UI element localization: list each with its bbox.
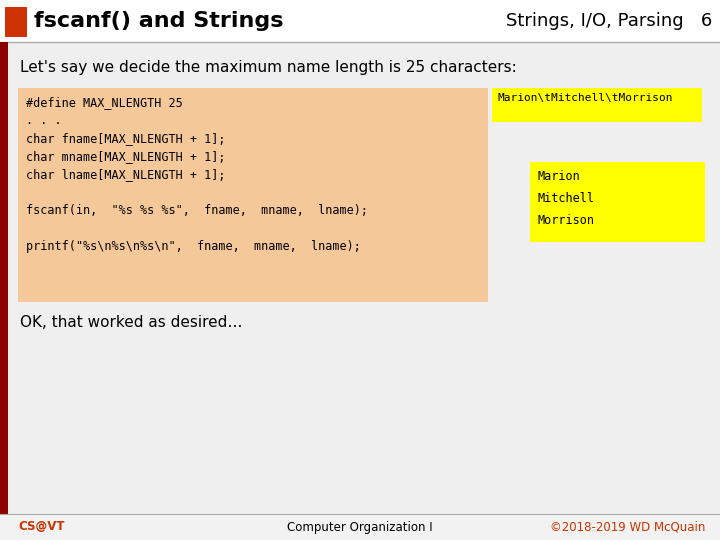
FancyBboxPatch shape: [18, 88, 488, 302]
Text: CS@VT: CS@VT: [18, 521, 65, 534]
Text: fscanf(in,  "%s %s %s",  fname,  mname,  lname);: fscanf(in, "%s %s %s", fname, mname, lna…: [26, 204, 368, 217]
FancyBboxPatch shape: [0, 0, 720, 42]
Text: Marion: Marion: [538, 170, 581, 183]
Text: Let's say we decide the maximum name length is 25 characters:: Let's say we decide the maximum name len…: [20, 60, 517, 75]
Text: #define MAX_NLENGTH 25: #define MAX_NLENGTH 25: [26, 96, 183, 109]
Text: Mitchell: Mitchell: [538, 192, 595, 205]
Text: printf("%s\n%s\n%s\n",  fname,  mname,  lname);: printf("%s\n%s\n%s\n", fname, mname, lna…: [26, 240, 361, 253]
FancyBboxPatch shape: [492, 88, 702, 122]
FancyBboxPatch shape: [5, 7, 27, 37]
Text: OK, that worked as desired…: OK, that worked as desired…: [20, 315, 243, 330]
Text: ©2018-2019 WD McQuain: ©2018-2019 WD McQuain: [549, 521, 705, 534]
Text: fscanf() and Strings: fscanf() and Strings: [34, 11, 284, 31]
Text: char fname[MAX_NLENGTH + 1];: char fname[MAX_NLENGTH + 1];: [26, 132, 225, 145]
Text: . . .: . . .: [26, 114, 62, 127]
FancyBboxPatch shape: [0, 42, 8, 514]
Text: Strings, I/O, Parsing   6: Strings, I/O, Parsing 6: [505, 12, 712, 30]
Text: Morrison: Morrison: [538, 214, 595, 227]
Text: char lname[MAX_NLENGTH + 1];: char lname[MAX_NLENGTH + 1];: [26, 168, 225, 181]
Text: Marion\tMitchell\tMorrison: Marion\tMitchell\tMorrison: [497, 93, 672, 103]
Text: char mname[MAX_NLENGTH + 1];: char mname[MAX_NLENGTH + 1];: [26, 150, 225, 163]
Text: Computer Organization I: Computer Organization I: [287, 521, 433, 534]
FancyBboxPatch shape: [530, 162, 705, 242]
FancyBboxPatch shape: [8, 42, 720, 514]
